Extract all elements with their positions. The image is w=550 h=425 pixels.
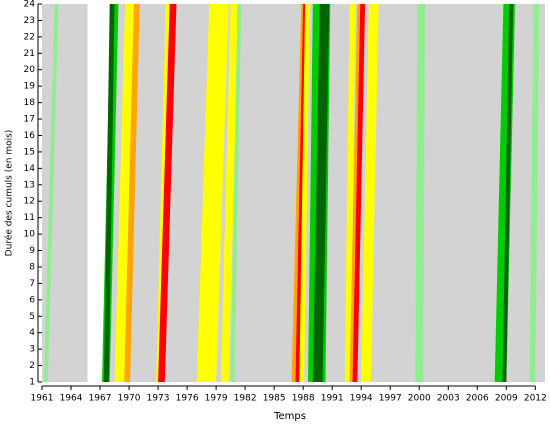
y-tick-label: 14 [24, 164, 36, 174]
stripe [529, 4, 540, 382]
stripe [361, 4, 379, 382]
y-tick-label: 6 [29, 295, 35, 305]
x-tick-label: 2000 [408, 394, 431, 404]
x-tick-label: 1991 [321, 394, 344, 404]
stripe [103, 4, 115, 382]
x-tick-label: 1970 [118, 394, 141, 404]
y-tick-label: 2 [29, 361, 35, 371]
y-tick-label: 18 [24, 98, 36, 108]
x-tick-label: 1982 [234, 394, 257, 404]
plot-area [42, 4, 545, 382]
y-tick-label: 24 [24, 0, 36, 10]
x-tick-label: 1979 [205, 394, 228, 404]
x-tick-label: 2006 [466, 394, 489, 404]
stripe [502, 4, 514, 382]
y-axis-label: Durée des cumuls (en mois) [4, 130, 15, 257]
y-tick-label: 21 [24, 49, 35, 59]
y-tick-label: 23 [24, 16, 35, 26]
y-tick-label: 4 [29, 328, 35, 338]
stripe [124, 4, 140, 382]
y-tick-label: 22 [24, 32, 35, 42]
x-tick-label: 1988 [292, 394, 315, 404]
x-tick-label: 1973 [147, 394, 170, 404]
stripe [43, 4, 59, 382]
y-tick-label: 8 [29, 262, 35, 272]
y-tick-label: 12 [24, 197, 35, 207]
x-tick-label: 2012 [524, 394, 547, 404]
stripe [220, 4, 239, 382]
x-tick-label: 2009 [495, 394, 518, 404]
x-tick-label: 1985 [263, 394, 286, 404]
y-tick-label: 3 [29, 345, 35, 355]
y-tick-label: 9 [29, 246, 35, 256]
x-tick-label: 1964 [60, 394, 83, 404]
y-tick-label: 13 [24, 180, 35, 190]
x-tick-label: 1994 [350, 394, 373, 404]
x-tick-label: 1961 [31, 394, 54, 404]
x-tick-label: 1967 [89, 394, 112, 404]
stripe [352, 4, 366, 382]
x-axis-label: Temps [273, 411, 306, 422]
x-tick-label: 1976 [176, 394, 199, 404]
axes: 1234567891011121314151617181920212223241… [24, 0, 547, 404]
x-tick-label: 1997 [379, 394, 402, 404]
y-tick-label: 19 [24, 82, 36, 92]
x-tick-label: 2003 [437, 394, 460, 404]
y-tick-label: 5 [29, 312, 35, 322]
y-tick-label: 15 [24, 147, 35, 157]
stripe [158, 4, 177, 382]
y-tick-label: 10 [24, 230, 36, 240]
stripe [312, 4, 330, 382]
y-tick-label: 11 [24, 213, 35, 223]
stripe [196, 4, 229, 382]
y-tick-label: 20 [24, 65, 36, 75]
y-tick-label: 1 [29, 378, 35, 388]
y-tick-label: 16 [24, 131, 36, 141]
stripe [299, 4, 310, 382]
stripe [230, 4, 242, 382]
stripe [415, 4, 426, 382]
stripe [344, 4, 356, 382]
y-tick-label: 7 [29, 279, 35, 289]
y-tick-label: 17 [24, 115, 35, 125]
stripe [156, 4, 170, 382]
